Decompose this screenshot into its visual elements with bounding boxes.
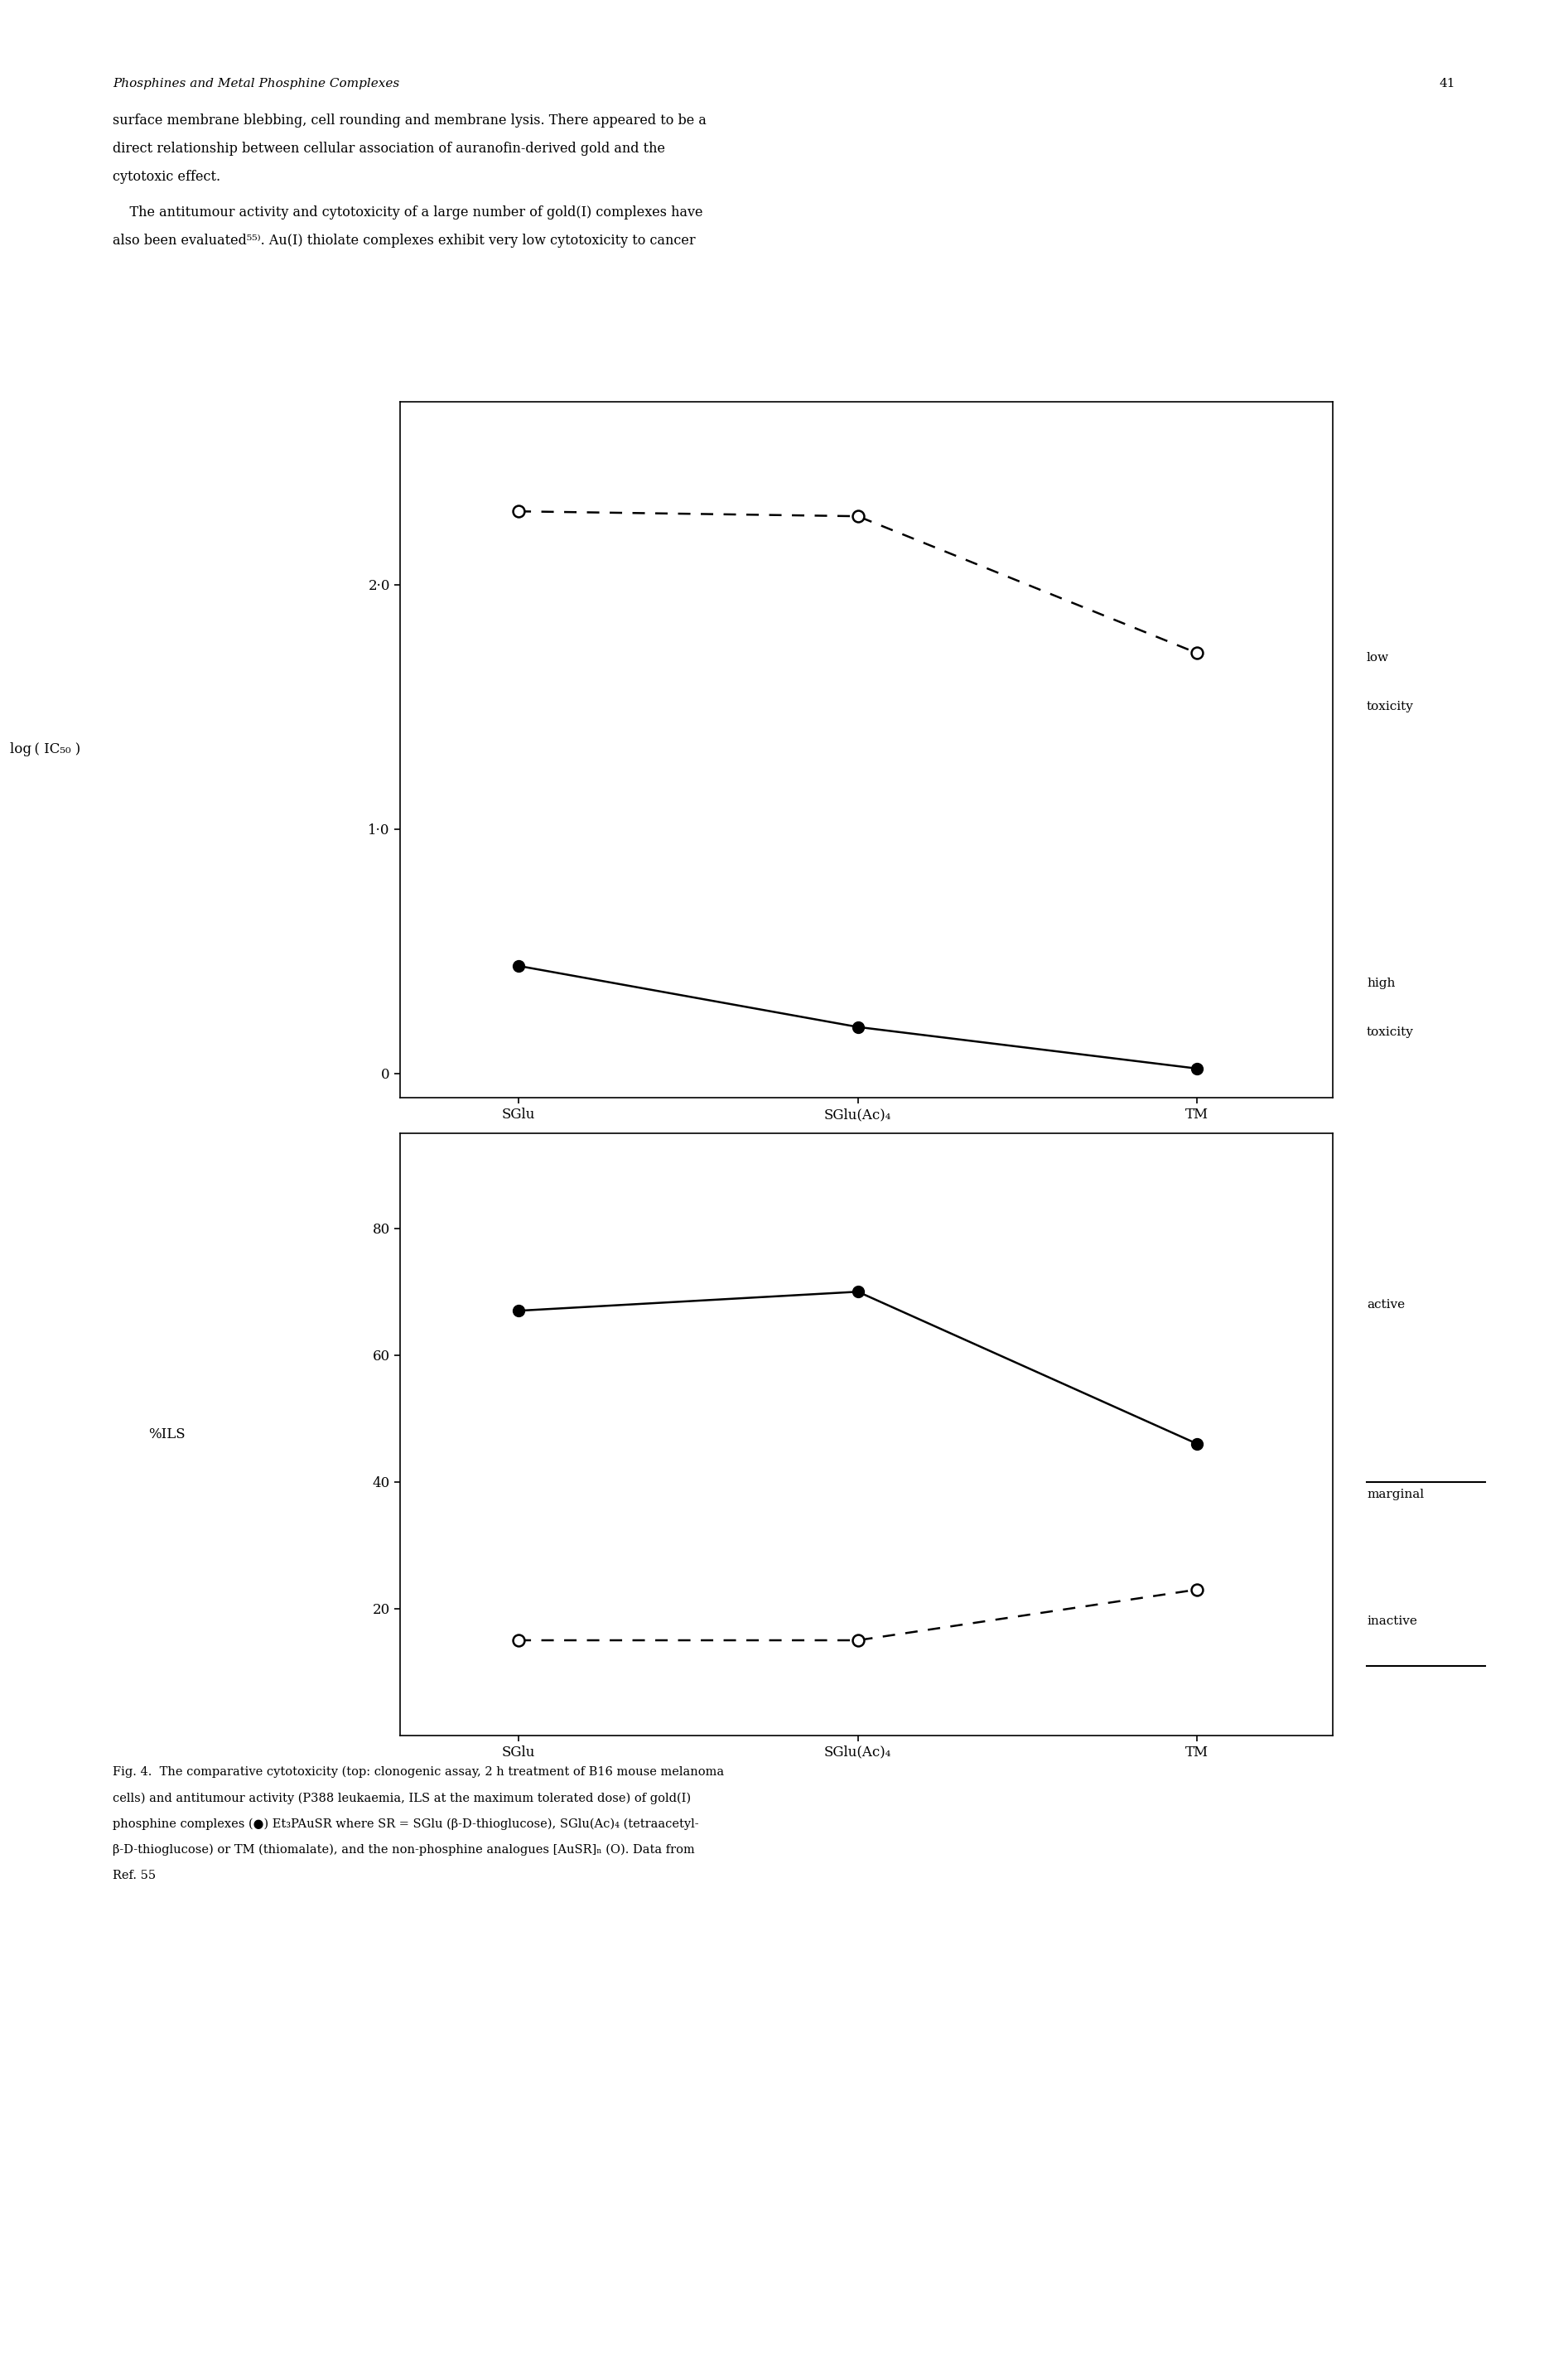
Text: toxicity: toxicity bbox=[1367, 1027, 1414, 1039]
Text: %ILS: %ILS bbox=[147, 1428, 185, 1440]
Text: cytotoxic effect.: cytotoxic effect. bbox=[113, 170, 221, 184]
Text: low: low bbox=[1367, 652, 1389, 663]
Text: Ref. 55: Ref. 55 bbox=[113, 1870, 157, 1882]
Text: also been evaluated⁵⁵⁾. Au(I) thiolate complexes exhibit very low cytotoxicity t: also been evaluated⁵⁵⁾. Au(I) thiolate c… bbox=[113, 234, 696, 248]
Text: surface membrane blebbing, cell rounding and membrane lysis. There appeared to b: surface membrane blebbing, cell rounding… bbox=[113, 113, 707, 127]
Text: 41: 41 bbox=[1439, 78, 1455, 90]
Text: phosphine complexes (●) Et₃PAuSR where SR = SGlu (β-D-thioglucose), SGlu(Ac)₄ (t: phosphine complexes (●) Et₃PAuSR where S… bbox=[113, 1818, 699, 1830]
Text: Phosphines and Metal Phosphine Complexes: Phosphines and Metal Phosphine Complexes bbox=[113, 78, 400, 90]
Text: The antitumour activity and cytotoxicity of a large number of gold(I) complexes : The antitumour activity and cytotoxicity… bbox=[113, 205, 702, 220]
Text: Fig. 4.  The comparative cytotoxicity (top: clonogenic assay, 2 h treatment of B: Fig. 4. The comparative cytotoxicity (to… bbox=[113, 1766, 724, 1778]
Text: high: high bbox=[1367, 977, 1396, 989]
Text: inactive: inactive bbox=[1367, 1615, 1417, 1627]
Text: marginal: marginal bbox=[1367, 1490, 1424, 1499]
Text: direct relationship between cellular association of auranofin-derived gold and t: direct relationship between cellular ass… bbox=[113, 142, 665, 156]
Text: active: active bbox=[1367, 1299, 1405, 1310]
Text: log ( IC₅₀ ): log ( IC₅₀ ) bbox=[9, 744, 80, 756]
Text: cells) and antitumour activity (P388 leukaemia, ILS at the maximum tolerated dos: cells) and antitumour activity (P388 leu… bbox=[113, 1792, 691, 1804]
Text: toxicity: toxicity bbox=[1367, 701, 1414, 713]
Text: β-D-thioglucose) or TM (thiomalate), and the non-phosphine analogues [AuSR]ₙ (O): β-D-thioglucose) or TM (thiomalate), and… bbox=[113, 1844, 695, 1856]
